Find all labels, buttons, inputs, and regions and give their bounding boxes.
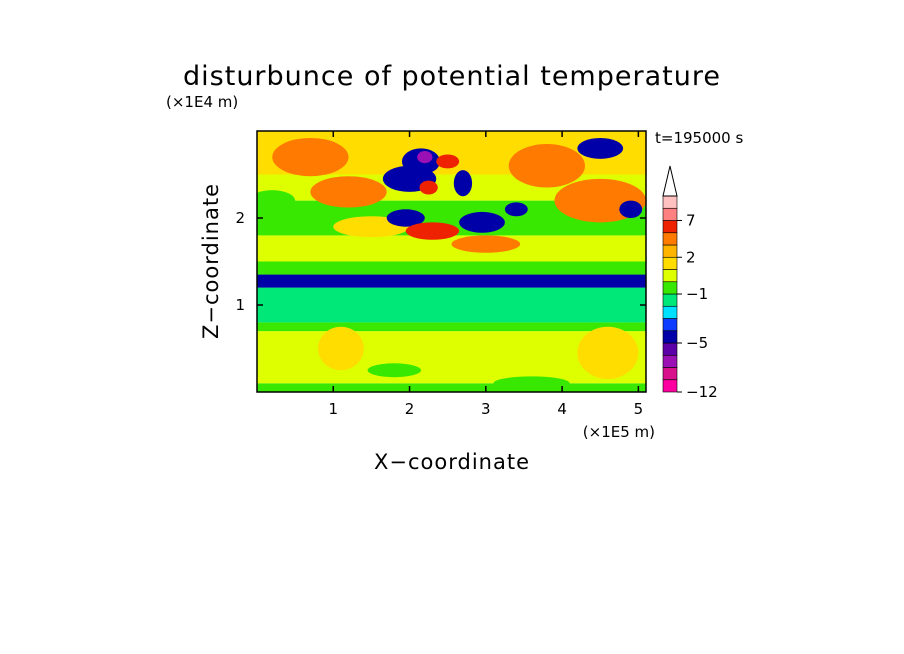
field-band-4: [257, 274, 646, 288]
field-band-0: [257, 383, 646, 392]
colorbar: −12−5−127: [662, 165, 718, 401]
x-tick-label-1: 1: [329, 400, 339, 418]
chart-title: disturbunce of potential temperature: [183, 61, 721, 92]
colorbar-swatch-6: [662, 305, 678, 319]
colorbar-swatch-9: [662, 269, 678, 283]
colorbar-swatch-8: [662, 281, 678, 295]
field-feature-1: [257, 190, 296, 212]
field-feature-6: [417, 151, 433, 164]
x-axis-ticks: 1 2 3 4 5: [329, 131, 644, 418]
field-feature-13: [451, 235, 521, 253]
y-axis-unit: (×1E4 m): [166, 93, 238, 111]
field-band-2: [257, 322, 646, 332]
field-feature-14: [508, 144, 585, 188]
field-feature-16: [577, 137, 624, 159]
colorbar-tick-label-0: −12: [686, 383, 718, 401]
field-feature-12: [459, 211, 505, 233]
colorbar-swatch-14: [662, 207, 678, 221]
colorbar-tick-label-4: 7: [686, 212, 696, 230]
field-feature-9: [436, 154, 460, 169]
colorbar-swatch-2: [662, 354, 678, 368]
y-tick-label-2: 2: [235, 209, 245, 227]
colorbar-tick-label-1: −5: [686, 334, 708, 352]
field-feature-10: [453, 170, 473, 197]
plot-frame: [256, 130, 647, 393]
y-axis-ticks: 12: [235, 209, 646, 314]
field-feature-2: [310, 176, 387, 208]
colorbar-swatch-4: [662, 330, 678, 344]
colorbar-swatch-3: [662, 342, 678, 356]
colorbar-swatch-13: [662, 220, 678, 234]
x-axis-label: X−coordinate: [374, 450, 530, 474]
colorbar-swatch-5: [662, 318, 678, 332]
field-feature-17: [619, 200, 643, 218]
x-tick-label-3: 3: [481, 400, 491, 418]
colorbar-swatch-1: [662, 367, 678, 381]
colorbar-swatch-0: [662, 379, 678, 393]
field-band-5: [257, 261, 646, 275]
time-label: t=195000 s: [655, 129, 743, 147]
colorbar-swatch-15: [662, 195, 678, 209]
field-feature-22: [493, 376, 570, 391]
x-tick-label-4: 4: [557, 400, 567, 418]
colorbar-swatch-10: [662, 256, 678, 270]
field-feature-21: [367, 363, 421, 378]
colorbar-swatch-7: [662, 293, 678, 307]
field-feature-11: [405, 222, 460, 240]
field-band-3: [257, 287, 646, 323]
field-feature-19: [577, 326, 639, 379]
y-axis-label: Z−coordinate: [199, 183, 223, 339]
field-feature-20: [318, 326, 364, 371]
x-tick-label-2: 2: [405, 400, 415, 418]
y-tick-label-1: 1: [235, 296, 245, 314]
colorbar-tick-label-3: 2: [686, 248, 696, 266]
colorbar-extend-arrow: [662, 165, 678, 197]
field-feature-8: [386, 209, 425, 227]
plot-area: [257, 131, 646, 392]
field-feature-0: [272, 137, 349, 177]
colorbar-swatch-12: [662, 232, 678, 246]
colorbar-swatch-11: [662, 244, 678, 258]
field-feature-18: [504, 202, 528, 217]
colorbar-tick-label-2: −1: [686, 285, 708, 303]
field-band-6: [257, 235, 646, 262]
field-feature-7: [419, 180, 438, 195]
x-tick-label-5: 5: [634, 400, 644, 418]
x-axis-unit: (×1E5 m): [583, 423, 655, 441]
